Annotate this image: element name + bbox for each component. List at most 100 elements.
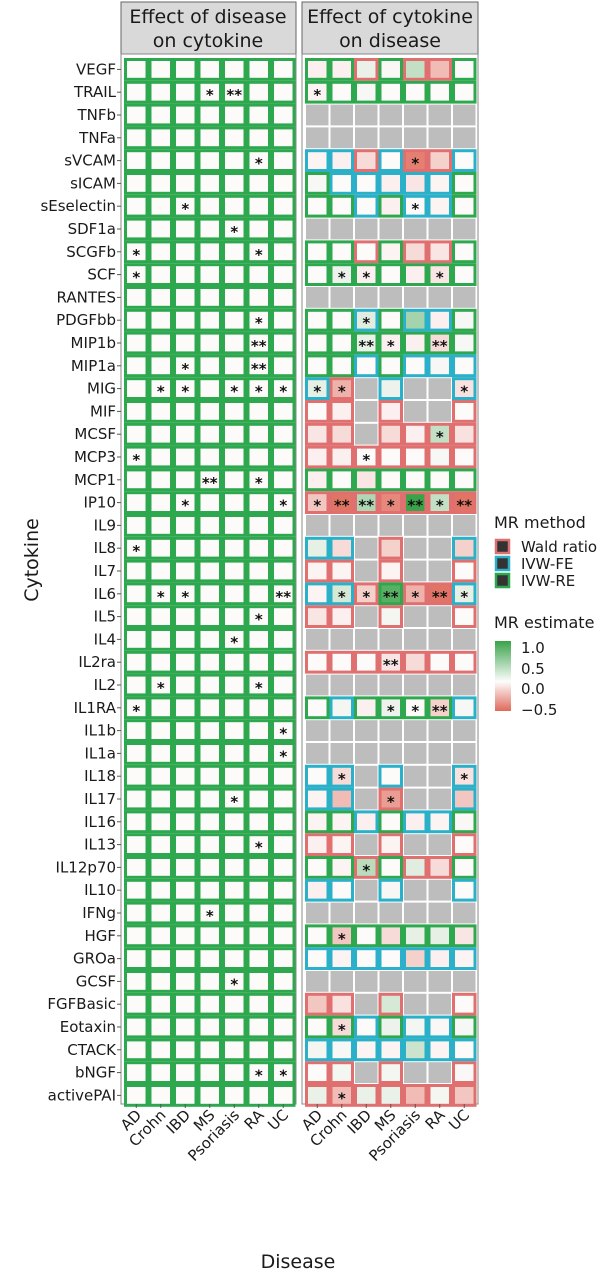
significance-label: ** bbox=[275, 588, 291, 606]
cell-right-missing-SDF1a-Crohn bbox=[330, 218, 353, 240]
cell-right-Eotaxin-AD bbox=[305, 1015, 330, 1039]
cell-right-HGF-Psoriasis bbox=[403, 924, 428, 948]
cell-right-missing-FGFBasic-Psoriasis bbox=[404, 993, 427, 1015]
cell-right-missing-IL5-Psoriasis bbox=[404, 606, 427, 627]
cell-left-IL18-RA bbox=[246, 764, 271, 788]
cell-left-MIF-UC bbox=[271, 400, 296, 423]
cell-left-sICAM-IBD bbox=[173, 172, 198, 195]
cell-right-sVCAM-UC bbox=[452, 149, 477, 172]
significance-label: * bbox=[436, 428, 444, 446]
cell-left-IL13-Psoriasis bbox=[222, 833, 247, 857]
cell-left-SDF1a-MS bbox=[197, 217, 222, 241]
cell-left-MIG-IBD bbox=[173, 377, 198, 401]
cell-right-missing-IFNg-Psoriasis bbox=[404, 902, 427, 924]
cell-left-SDF1a-IBD bbox=[173, 217, 198, 241]
cell-right-TRAIL-Psoriasis bbox=[403, 80, 428, 104]
y-tick-label: activePAI bbox=[48, 1086, 116, 1104]
significance-label: * bbox=[181, 383, 189, 401]
cell-right-SCGFb-IBD bbox=[354, 240, 379, 264]
cell-right-MIP1a-Psoriasis bbox=[403, 354, 428, 378]
cell-left-IL1b-IBD bbox=[173, 719, 198, 743]
cell-left-GROa-UC bbox=[271, 947, 296, 971]
cell-right-missing-IL8-IBD bbox=[355, 537, 378, 559]
cell-left-IL5-UC bbox=[271, 605, 296, 629]
y-tick-label: IL18 bbox=[84, 767, 116, 785]
cell-right-missing-IL17-RA bbox=[428, 788, 451, 810]
y-tick-label: TRAIL bbox=[73, 83, 117, 101]
cell-right-MCP3-IBD bbox=[354, 445, 379, 469]
cell-left-SCGFb-RA bbox=[246, 240, 271, 264]
cell-right-missing-IL2-Crohn bbox=[330, 674, 353, 696]
cell-left-IL17-MS bbox=[197, 787, 222, 811]
cell-left-IL9-IBD bbox=[173, 514, 198, 537]
significance-label: * bbox=[362, 588, 370, 606]
significance-label: * bbox=[132, 451, 140, 469]
cell-left-IL2-MS bbox=[197, 673, 222, 697]
cell-right-MCP1-AD bbox=[305, 468, 330, 492]
cell-left-IL2-Psoriasis bbox=[222, 673, 247, 697]
cell-left-IL2-UC bbox=[271, 673, 296, 697]
cell-left-FGFBasic-MS bbox=[197, 992, 222, 1016]
cell-left-MIP1b-MS bbox=[197, 331, 222, 355]
significance-label: * bbox=[230, 223, 238, 241]
y-tick-label: SCF bbox=[87, 266, 116, 284]
cell-left-IL1b-MS bbox=[197, 719, 222, 743]
cell-right-missing-IL13-RA bbox=[428, 834, 451, 855]
cell-right-missing-GCSF-UC bbox=[453, 971, 476, 992]
cell-left-VEGF-Psoriasis bbox=[222, 58, 247, 81]
cell-right-missing-IL5-IBD bbox=[355, 606, 378, 627]
significance-label: ** bbox=[358, 497, 374, 515]
cell-right-IL16-AD bbox=[305, 810, 330, 834]
significance-label: * bbox=[206, 86, 214, 104]
cell-left-sICAM-RA bbox=[246, 172, 271, 195]
cell-right-TRAIL-RA bbox=[427, 80, 452, 104]
cell-left-TRAIL-Psoriasis bbox=[222, 80, 247, 104]
cell-left-bNGF-Psoriasis bbox=[222, 1061, 247, 1084]
cell-left-IL1a-Crohn bbox=[148, 742, 173, 765]
cell-right-IL13-UC bbox=[452, 833, 477, 857]
legend-estimate-tick: −0.5 bbox=[521, 701, 557, 719]
cell-left-TNFa-RA bbox=[246, 126, 271, 150]
cell-right-activePAI-MS bbox=[378, 1084, 403, 1107]
cell-left-TRAIL-Crohn bbox=[148, 80, 173, 104]
cell-left-RANTES-Crohn bbox=[148, 286, 173, 309]
cell-right-missing-TNFb-MS bbox=[379, 104, 402, 126]
significance-label: * bbox=[387, 702, 395, 720]
cell-right-missing-MIG-IBD bbox=[355, 378, 378, 399]
cell-right-bNGF-Crohn bbox=[329, 1061, 354, 1084]
cell-left-sEselectin-AD bbox=[124, 194, 149, 218]
cell-right-MIP1b-RA bbox=[427, 331, 452, 355]
y-tick-label: IL13 bbox=[84, 836, 116, 854]
cell-right-missing-GCSF-IBD bbox=[355, 971, 378, 992]
cell-left-HGF-RA bbox=[246, 924, 271, 948]
significance-label: * bbox=[157, 588, 165, 606]
significance-label: * bbox=[230, 975, 238, 993]
cell-left-sEselectin-Psoriasis bbox=[222, 194, 247, 218]
cell-left-MIG-RA bbox=[246, 377, 271, 401]
cell-right-IL13-Crohn bbox=[329, 833, 354, 857]
cell-right-missing-IL2-MS bbox=[379, 674, 402, 696]
cell-right-IL7-Crohn bbox=[329, 559, 354, 583]
cell-right-Eotaxin-MS bbox=[378, 1015, 403, 1039]
cell-right-MCP1-UC bbox=[452, 468, 477, 492]
cell-right-MCP1-RA bbox=[427, 468, 452, 492]
cell-left-sVCAM-Crohn bbox=[148, 149, 173, 172]
cell-left-TNFb-AD bbox=[124, 103, 149, 127]
significance-label: * bbox=[362, 861, 370, 879]
cell-right-IL16-Psoriasis bbox=[403, 810, 428, 834]
x-tick-label-left: UC bbox=[264, 1106, 292, 1134]
significance-label: ** bbox=[432, 337, 448, 355]
significance-label: * bbox=[132, 246, 140, 264]
cell-right-missing-MCSF-IBD bbox=[355, 423, 378, 445]
cell-right-missing-TNFa-Psoriasis bbox=[404, 127, 427, 149]
cell-right-activePAI-RA bbox=[427, 1084, 452, 1107]
cell-right-MCSF-MS bbox=[378, 422, 403, 446]
cell-left-IL2-RA bbox=[246, 673, 271, 697]
y-tick-label: Eotaxin bbox=[60, 1018, 116, 1036]
cell-right-IL6-AD bbox=[305, 582, 330, 606]
cell-right-IL16-RA bbox=[427, 810, 452, 834]
cell-left-IL6-Crohn bbox=[148, 582, 173, 606]
cell-left-MCP1-IBD bbox=[173, 468, 198, 492]
cell-left-GCSF-IBD bbox=[173, 970, 198, 993]
